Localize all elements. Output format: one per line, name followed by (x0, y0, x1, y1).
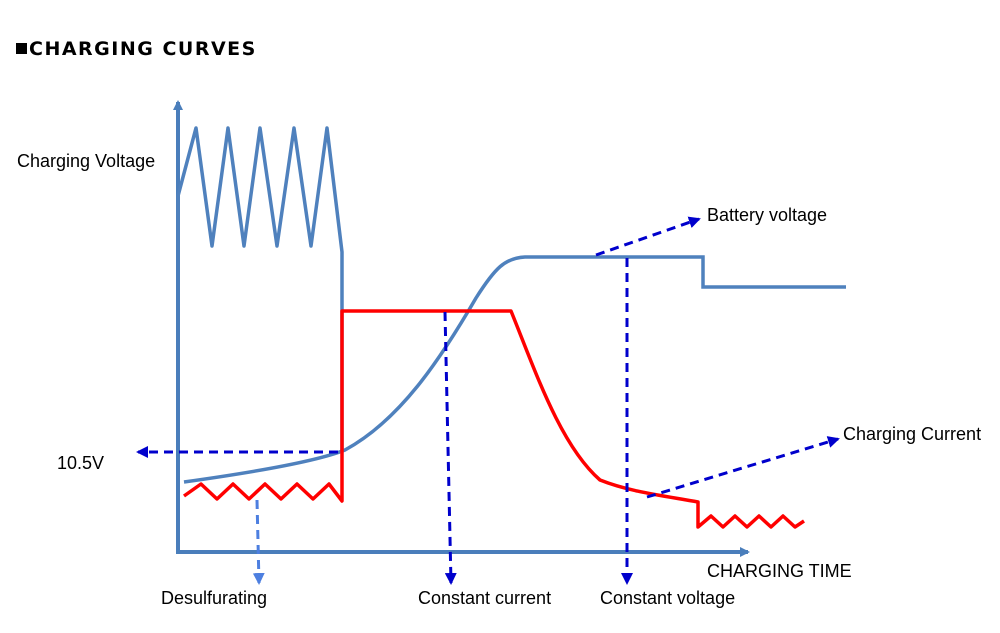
title-bullet-square (16, 43, 27, 54)
battery-voltage-label: Battery voltage (707, 205, 828, 225)
constant-current-label: Constant current (418, 588, 552, 608)
x-axis-label: CHARGING TIME (707, 561, 852, 581)
desulfurating-arrow (252, 499, 265, 585)
title-text: CHARGING CURVES (29, 38, 257, 60)
charging-current-label: Charging Current (843, 424, 982, 444)
desulfurating-voltage-pulses (176, 126, 344, 452)
desulfurating-label: Desulfurating (161, 588, 268, 608)
constant-voltage-label: Constant voltage (600, 588, 736, 608)
constant-current-arrow (443, 311, 457, 585)
diagram-title: CHARGING CURVES (16, 38, 257, 60)
voltage-level-label: 10.5V (57, 453, 105, 473)
battery-voltage-curve (183, 255, 846, 484)
charging-current-arrow (646, 436, 840, 499)
charging-current-curve (182, 309, 805, 529)
battery-voltage-arrow (595, 216, 701, 257)
y-axis-label: Charging Voltage (17, 151, 156, 171)
